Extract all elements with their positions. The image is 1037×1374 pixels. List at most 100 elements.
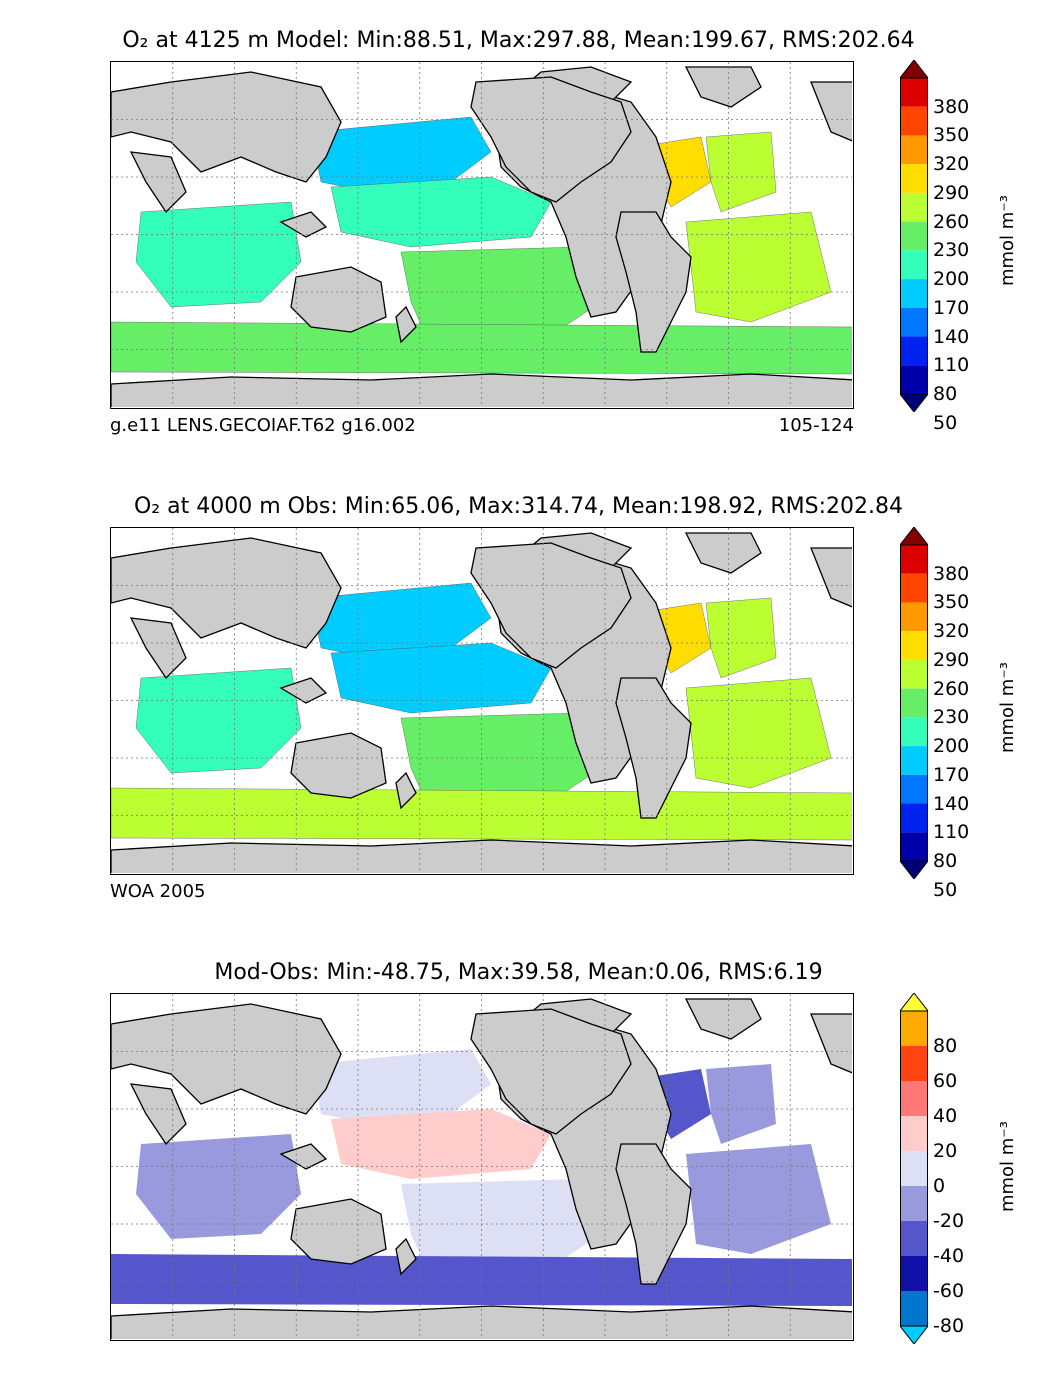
colorbar-tick-label: 200 <box>933 268 970 291</box>
colorbar-tick-label: 20 <box>933 1140 958 1162</box>
land-mass <box>615 211 692 353</box>
colorbar-swatch <box>900 1256 928 1291</box>
region-equatorial-pacific <box>330 176 552 248</box>
colorbar-tick-label: -60 <box>933 1280 965 1302</box>
region-ne-pacific <box>331 1109 551 1179</box>
colorbar-tick-label: 60 <box>933 1070 958 1092</box>
colorbar-swatch <box>900 365 928 394</box>
land-mass <box>470 1008 632 1135</box>
colorbar-swatch <box>900 602 928 632</box>
colorbar-tick-label: 320 <box>933 153 970 176</box>
land-mass <box>279 677 328 704</box>
colorbar-extend-min <box>900 393 928 412</box>
colorbar-tick-label: 290 <box>933 181 970 204</box>
colorbar-tick-label: -80 <box>933 1315 965 1337</box>
panel-3-map <box>110 993 854 1341</box>
colorbar-swatch <box>900 1186 928 1221</box>
land-mass <box>290 1198 387 1265</box>
colorbar-tick-label: 350 <box>933 591 970 614</box>
colorbar-tick-label: 290 <box>933 648 970 671</box>
colorbar-tick-label: 260 <box>933 677 970 700</box>
colorbar-swatch <box>900 1291 928 1326</box>
colorbar-swatch <box>900 1011 928 1046</box>
panel-1-colorbar-unit: mmol m⁻³ <box>997 194 1019 287</box>
land-mass <box>290 732 387 799</box>
panel-3-title: Mod-Obs: Min:-48.75, Max:39.58, Mean:0.0… <box>214 960 823 985</box>
colorbar-extend-min <box>900 1325 928 1344</box>
colorbar-swatch <box>900 717 928 747</box>
land-mass <box>279 211 328 238</box>
panel-2-map <box>110 527 854 875</box>
region-south-atlantic <box>685 211 832 323</box>
panel-2-colorbar-unit: mmol m⁻³ <box>997 661 1019 754</box>
land-mass <box>395 305 417 344</box>
colorbar-swatch <box>900 250 928 280</box>
colorbar-swatch <box>900 307 928 337</box>
colorbar-swatch <box>900 279 928 308</box>
map-plot <box>111 528 852 873</box>
panel-2-title: O₂ at 4000 m Obs: Min:65.06, Max:314.74,… <box>133 494 903 519</box>
region-indian-ocean <box>135 667 302 774</box>
colorbar-tick-label: 380 <box>933 95 970 118</box>
colorbar-tick-label: 230 <box>933 239 970 262</box>
panel-3-colorbar-unit: mmol m⁻³ <box>997 1120 1019 1213</box>
map-plot <box>111 62 852 407</box>
colorbar-tick-label: 50 <box>933 878 958 901</box>
land-mass <box>129 1083 187 1146</box>
land-mass <box>684 532 762 574</box>
colorbar-tick-label: 110 <box>933 354 970 377</box>
colorbar-swatch <box>900 774 928 804</box>
region-south-pacific <box>401 1179 601 1279</box>
land-mass <box>810 547 852 608</box>
panel-1-caption-left: g.e11 LENS.GECOIAF.T62 g16.002 <box>110 415 416 436</box>
land-mass <box>684 66 762 108</box>
land-mass <box>279 1143 328 1170</box>
colorbar-tick-label: 140 <box>933 325 970 348</box>
region-north-atlantic <box>136 1134 301 1239</box>
colorbar-tick-label: 80 <box>933 1035 958 1057</box>
land-mass <box>129 617 187 680</box>
colorbar-tick-label: 230 <box>933 706 970 729</box>
panel-3-colorbar <box>900 993 928 1344</box>
region-south-atlantic <box>685 677 832 789</box>
colorbar-tick-label: 380 <box>933 562 970 585</box>
colorbar-tick-label: 0 <box>933 1175 946 1197</box>
land-mass <box>395 771 417 810</box>
map-plot <box>111 994 852 1339</box>
colorbar-tick-label: 320 <box>933 620 970 643</box>
region-equatorial-pacific <box>330 642 552 714</box>
colorbar-extend-max <box>900 993 928 1012</box>
colorbar-swatch <box>900 1221 928 1256</box>
colorbar-extend-max <box>900 527 928 546</box>
colorbar-swatch <box>900 221 928 251</box>
colorbar-swatch <box>900 1151 928 1186</box>
colorbar-swatch <box>900 164 928 193</box>
land-mass <box>470 76 632 203</box>
colorbar-swatch <box>900 573 928 603</box>
panel-1-map <box>110 61 854 409</box>
region-southern-ocean-atlantic-sector- <box>706 1064 776 1144</box>
land-mass <box>684 998 762 1040</box>
panel-1-caption-right: 105-124 <box>778 415 854 436</box>
region-indian-ocean <box>135 201 302 308</box>
colorbar-swatch <box>900 78 928 107</box>
colorbar-tick-label: 80 <box>933 383 958 405</box>
colorbar-swatch <box>900 106 928 136</box>
colorbar-tick-label: 80 <box>933 850 958 872</box>
colorbar-tick-label: 260 <box>933 210 970 233</box>
colorbar-swatch <box>900 688 928 718</box>
land-mass <box>290 266 387 333</box>
region-indian-ocean <box>686 1144 831 1254</box>
colorbar-swatch <box>900 659 928 689</box>
colorbar-swatch <box>900 1046 928 1081</box>
land-mass <box>615 1143 692 1285</box>
colorbar-tick-label: -20 <box>933 1210 965 1232</box>
land-mass <box>395 1237 417 1276</box>
land-mass <box>810 81 852 142</box>
colorbar-extend-min <box>900 860 928 879</box>
colorbar-tick-label: 170 <box>933 763 970 786</box>
region-north-pacific <box>311 1049 491 1124</box>
land-mass <box>615 677 692 819</box>
colorbar-extend-max <box>900 60 928 79</box>
colorbar-tick-label: 50 <box>933 411 958 434</box>
